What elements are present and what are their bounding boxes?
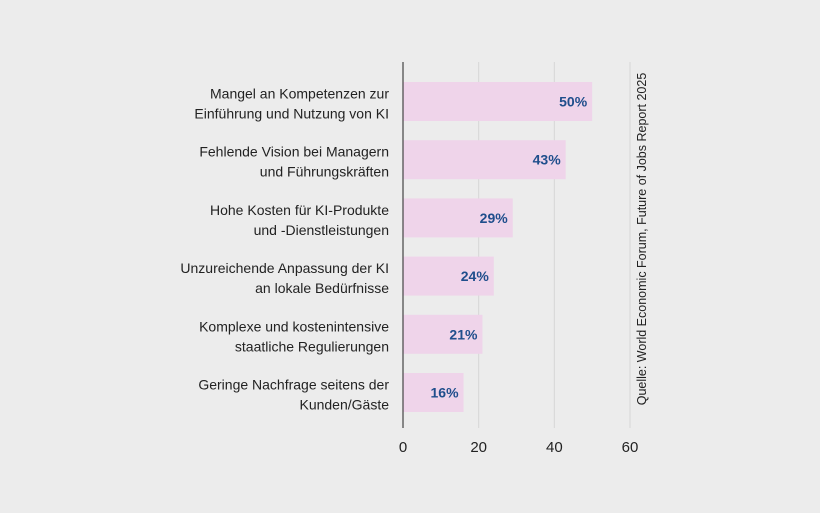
category-label-line: Geringe Nachfrage seitens der [198,377,389,393]
bar [403,198,513,238]
category-label-line: Mangel an Kompetenzen zur [210,86,389,102]
category-label: Unzureichende Anpassung der KI an lokale … [180,260,389,296]
bar [403,140,566,180]
category-label-line: Kunden/Gäste [299,397,389,413]
bars [403,82,593,412]
category-label-line: Hohe Kosten für KI-Produkte [210,202,389,218]
x-tick-labels: 0 20 40 60 [399,439,639,456]
value-label: 29% [480,210,509,226]
category-label-line: Komplexe und kostenintensive [199,318,389,334]
bar [403,82,593,121]
category-label-line: und Führungskräften [260,164,389,180]
x-tick-label: 40 [546,439,563,456]
grid-lines [478,62,631,428]
source-label: Quelle: World Economic Forum, Future of … [635,73,649,406]
category-label-line: und -Dienstleistungen [254,222,389,238]
category-label-line: Unzureichende Anpassung der KI [180,260,389,276]
category-label: Komplexe und kostenintensive staatliche R… [199,318,389,354]
category-label: Hohe Kosten für KI-Produkte und -Dienstle… [210,202,389,238]
value-labels: 50% 43% 29% 24% 21% 16% [431,94,588,401]
category-label-line: Fehlende Vision bei Managern [199,144,389,160]
category-label: Fehlende Vision bei Managern und Führungs… [199,144,389,180]
x-tick-label: 20 [470,439,487,456]
bar [403,373,464,412]
value-label: 43% [533,152,562,168]
bar [403,314,483,354]
category-label-line: Einführung und Nutzung von KI [194,106,389,122]
x-tick-label: 0 [399,439,407,456]
x-tick-label: 60 [622,439,639,456]
category-label: Geringe Nachfrage seitens der Kunden/Gäst… [198,377,389,413]
value-label: 50% [559,94,588,110]
value-label: 16% [431,385,460,401]
category-label: Mangel an Kompetenzen zur Einführung und … [194,86,389,122]
value-label: 21% [449,326,478,342]
bar [403,256,494,296]
category-labels: Mangel an Kompetenzen zur Einführung und … [180,86,389,413]
category-label-line: an lokale Bedürfnisse [255,280,389,296]
value-label: 24% [461,268,490,284]
category-label-line: staatliche Regulierungen [235,338,389,354]
